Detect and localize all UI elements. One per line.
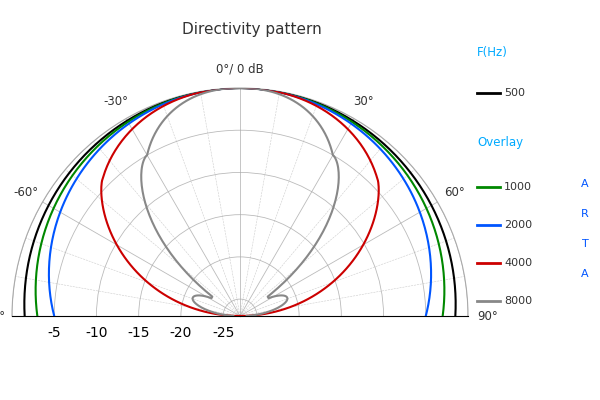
Text: R: R [581,209,589,219]
Text: A: A [581,179,589,189]
Text: 2000: 2000 [504,220,532,230]
Text: Overlay: Overlay [477,136,523,149]
Text: Directivity pattern: Directivity pattern [182,22,322,37]
Text: A: A [581,269,589,279]
Text: 1000: 1000 [504,182,532,192]
Text: 8000: 8000 [504,296,532,306]
Text: 4000: 4000 [504,258,532,268]
Text: F(Hz): F(Hz) [477,46,508,59]
Text: T: T [581,239,589,249]
Text: 500: 500 [504,88,525,98]
